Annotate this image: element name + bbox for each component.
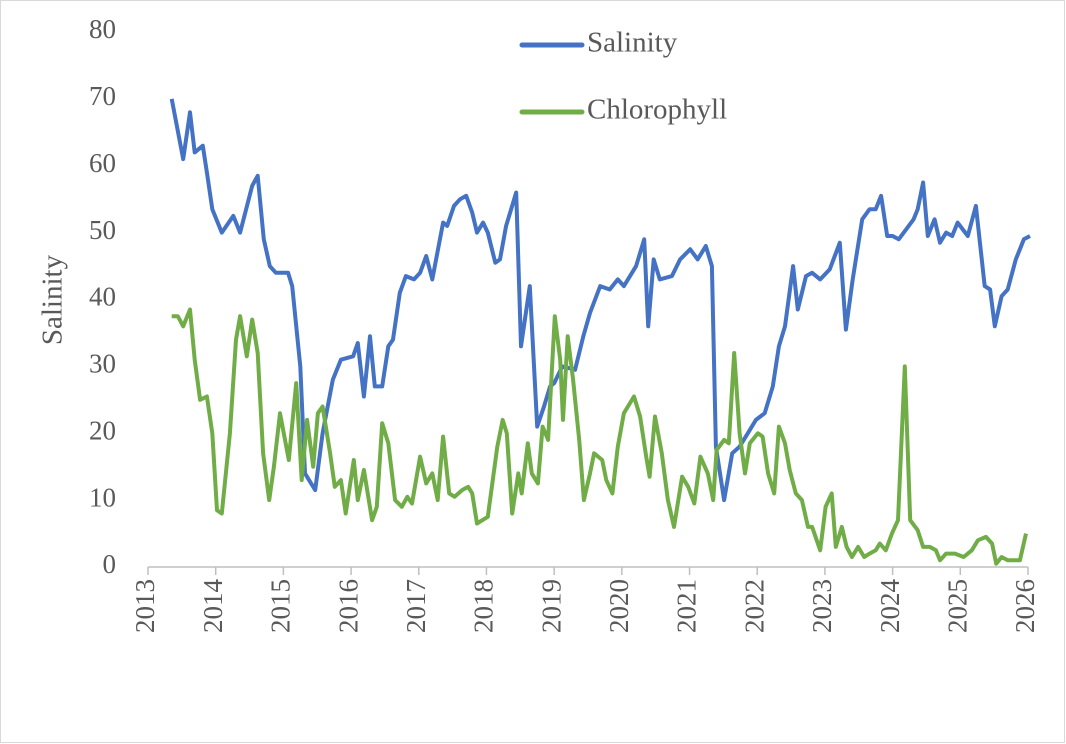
x-tick-label: 2021 (672, 579, 702, 633)
legend-label: Salinity (587, 27, 678, 59)
series-line (169, 98, 1031, 503)
x-tick-label: 2023 (807, 579, 837, 633)
x-tick-label: 2015 (266, 579, 296, 633)
y-axis-label: Salinity (37, 254, 69, 345)
y-tick-label: 30 (89, 349, 116, 379)
x-tick-label: 2016 (333, 579, 363, 633)
x-tick-label: 2024 (875, 579, 905, 634)
x-tick-label: 2019 (536, 579, 566, 633)
legend-label: Chlorophyll (587, 94, 727, 126)
x-tick-label: 2013 (130, 579, 160, 633)
x-tick-label: 2025 (943, 579, 973, 633)
y-tick-label: 0 (103, 549, 117, 579)
x-tick-label: 2014 (198, 579, 228, 634)
y-tick-label: 50 (89, 215, 116, 245)
y-tick-label: 10 (89, 482, 116, 512)
y-tick-label: 20 (89, 415, 116, 445)
x-tick-label: 2022 (739, 579, 769, 633)
y-tick-label: 70 (89, 81, 116, 111)
series-line (171, 307, 1028, 566)
x-tick-label: 2017 (401, 579, 431, 633)
y-tick-label: 60 (89, 148, 116, 178)
x-tick-label: 2020 (604, 579, 634, 633)
x-tick-label: 2018 (469, 579, 499, 633)
y-tick-label: 80 (89, 14, 116, 44)
y-tick-label: 40 (89, 282, 116, 312)
x-tick-label: 2026 (1010, 579, 1040, 633)
